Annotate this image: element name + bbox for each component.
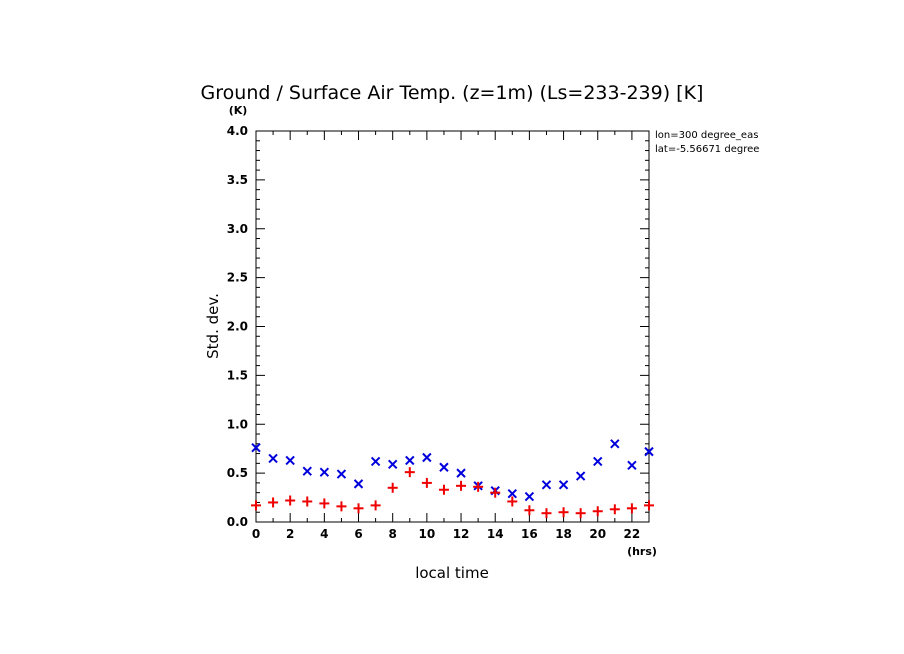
y-unit-label: (K) <box>229 104 248 117</box>
data-point-x <box>507 488 518 499</box>
x-tick-label: 2 <box>286 527 294 541</box>
data-point-plus <box>558 507 569 518</box>
data-point-plus <box>404 467 415 478</box>
data-point-plus <box>644 500 654 511</box>
data-point-x <box>439 462 449 472</box>
data-point-x <box>370 456 381 467</box>
x-tick-label: 12 <box>453 527 470 541</box>
data-point-plus <box>438 484 449 495</box>
y-tick-label: 0.5 <box>227 466 248 480</box>
x-tick-label: 4 <box>320 527 328 541</box>
x-tick-label: 16 <box>521 527 538 541</box>
x-tick-label: 8 <box>389 527 397 541</box>
x-tick-label: 20 <box>589 527 606 541</box>
data-point-x <box>541 480 552 490</box>
data-point-plus <box>524 505 535 516</box>
data-point-x <box>319 467 330 477</box>
data-point-x <box>387 459 398 470</box>
annotation-lat: lat=-5.56671 degree <box>655 144 759 155</box>
y-tick-label: 3.5 <box>227 173 248 187</box>
data-point-plus <box>473 481 484 492</box>
data-point-x <box>302 466 312 476</box>
data-point-plus <box>541 508 552 519</box>
tick-labels: 0.0 0.5 1.0 1.5 2.0 2.5 3.0 3.5 4.0 0 2 4 6 8 10 12 14 16… <box>227 124 641 541</box>
y-tick-label: 2.0 <box>227 320 248 334</box>
y-tick-label: 1.0 <box>227 417 248 431</box>
data-point-x <box>353 479 364 489</box>
y-axis-title: Std. dev. <box>204 293 222 359</box>
data-point-plus <box>319 498 330 509</box>
x-axis-title: local time <box>415 564 489 582</box>
data-point-plus <box>302 496 313 507</box>
data-point-x <box>456 468 466 478</box>
y-tick-label: 0.0 <box>227 515 248 529</box>
data-point-plus <box>609 504 620 515</box>
data-point-x <box>610 439 620 449</box>
data-point-plus <box>336 501 347 512</box>
data-point-plus <box>268 497 279 508</box>
chart-title: Ground / Surface Air Temp. (z=1m) (Ls=23… <box>201 82 704 104</box>
data-point-x <box>405 455 415 466</box>
data-point-plus <box>490 487 501 498</box>
data-point-x <box>558 480 569 490</box>
y-tick-label: 4.0 <box>227 124 248 138</box>
data-point-plus <box>507 496 518 507</box>
x-tick-label: 0 <box>252 527 260 541</box>
plot-frame <box>255 130 650 523</box>
data-point-x <box>336 469 347 479</box>
data-point-x <box>285 455 295 466</box>
data-point-plus <box>251 500 261 511</box>
data-point-x <box>268 453 278 464</box>
data-point-x <box>575 471 586 481</box>
y-tick-label: 3.0 <box>227 222 248 236</box>
data-point-x <box>524 491 535 502</box>
x-tick-label: 18 <box>555 527 572 541</box>
annotation-lon: lon=300 degree_eas <box>655 130 758 141</box>
x-tick-label: 22 <box>624 527 641 541</box>
data-point-x <box>644 446 654 457</box>
data-points <box>251 439 654 519</box>
data-point-x <box>422 452 432 463</box>
data-point-plus <box>575 508 586 519</box>
data-point-plus <box>421 477 432 488</box>
data-point-plus <box>353 503 364 514</box>
data-point-plus <box>285 495 296 506</box>
y-tick-label: 2.5 <box>227 271 248 285</box>
x-tick-label: 14 <box>487 527 504 541</box>
data-point-plus <box>370 500 381 511</box>
data-point-x <box>627 460 637 471</box>
x-tick-label: 6 <box>354 527 362 541</box>
data-point-x <box>251 443 261 453</box>
data-point-plus <box>456 480 467 491</box>
data-point-x <box>593 456 603 467</box>
x-tick-label: 10 <box>419 527 436 541</box>
data-point-plus <box>387 482 398 493</box>
data-point-plus <box>592 506 603 517</box>
axis-ticks <box>255 130 650 523</box>
data-point-plus <box>626 503 637 514</box>
y-tick-label: 1.5 <box>227 368 248 382</box>
x-unit-label: (hrs) <box>627 545 657 558</box>
